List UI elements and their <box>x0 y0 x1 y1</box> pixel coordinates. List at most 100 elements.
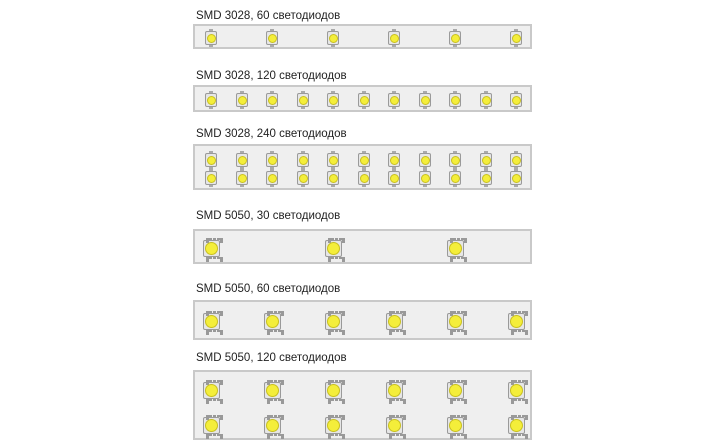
led-emitter <box>204 383 218 397</box>
led-emitter <box>390 96 399 105</box>
smd-led <box>327 29 339 47</box>
led-emitter <box>448 314 462 328</box>
smd-led <box>385 310 406 332</box>
led-strip-5050 <box>193 370 532 440</box>
led-emitter <box>207 34 216 43</box>
led-emitter <box>512 34 521 43</box>
smd-led <box>418 169 431 187</box>
led-emitter <box>448 241 462 255</box>
led-emitter <box>329 174 338 183</box>
smd-led <box>418 91 431 109</box>
led-emitter <box>207 96 216 105</box>
led-emitter <box>387 314 401 328</box>
led-emitter <box>359 156 369 165</box>
smd-led <box>202 237 223 259</box>
led-emitter <box>420 156 430 165</box>
led-emitter <box>329 34 338 43</box>
led-emitter <box>326 314 340 328</box>
led-emitter <box>329 156 338 165</box>
smd-led <box>507 310 528 332</box>
smd-led <box>510 91 522 109</box>
strip-label: SMD 5050, 60 светодиодов <box>196 283 341 295</box>
led-emitter <box>390 156 399 165</box>
smd-led <box>296 91 309 109</box>
smd-led <box>263 414 284 436</box>
led-emitter <box>390 34 399 43</box>
led-emitter <box>298 156 308 165</box>
smd-led <box>510 29 522 47</box>
led-emitter <box>448 418 462 432</box>
led-emitter <box>204 314 218 328</box>
smd-led <box>449 91 461 109</box>
strip-label: SMD 3028, 120 светодиодов <box>196 70 347 82</box>
led-emitter <box>268 174 277 183</box>
smd-led <box>388 91 400 109</box>
smd-led <box>266 91 278 109</box>
smd-led <box>507 414 528 436</box>
smd-led <box>205 91 217 109</box>
led-emitter <box>448 383 462 397</box>
smd-led <box>266 29 278 47</box>
led-strip-3028 <box>193 85 532 112</box>
smd-led <box>446 237 467 259</box>
smd-led <box>266 169 278 187</box>
smd-led <box>263 379 284 401</box>
led-emitter <box>207 174 216 183</box>
led-emitter <box>451 156 460 165</box>
led-emitter <box>268 34 277 43</box>
led-emitter <box>265 418 279 432</box>
led-emitter <box>451 174 460 183</box>
led-emitter <box>326 418 340 432</box>
led-emitter <box>451 96 460 105</box>
led-emitter <box>268 96 277 105</box>
smd-led <box>388 29 400 47</box>
smd-led <box>388 151 400 169</box>
smd-led <box>202 310 223 332</box>
smd-led <box>324 379 345 401</box>
smd-led <box>327 169 339 187</box>
led-emitter <box>237 96 247 105</box>
led-emitter <box>265 314 279 328</box>
smd-led <box>296 151 309 169</box>
strip-label: SMD 3028, 60 светодиодов <box>196 10 341 22</box>
smd-led <box>327 91 339 109</box>
led-emitter <box>420 96 430 105</box>
smd-led <box>357 151 370 169</box>
led-strip-3028 <box>193 144 532 190</box>
smd-led <box>446 310 467 332</box>
smd-led <box>202 379 223 401</box>
led-emitter <box>451 34 460 43</box>
smd-led <box>235 169 248 187</box>
led-emitter <box>326 383 340 397</box>
smd-led <box>205 29 217 47</box>
led-emitter <box>481 156 491 165</box>
smd-led <box>385 414 406 436</box>
led-emitter <box>509 314 523 328</box>
led-emitter <box>237 156 247 165</box>
smd-led <box>235 91 248 109</box>
led-emitter <box>481 174 491 183</box>
led-emitter <box>509 383 523 397</box>
smd-led <box>446 414 467 436</box>
smd-led <box>266 151 278 169</box>
smd-led <box>205 151 217 169</box>
led-emitter <box>512 156 521 165</box>
led-emitter <box>512 174 521 183</box>
led-emitter <box>509 418 523 432</box>
led-emitter <box>329 96 338 105</box>
led-emitter <box>207 156 216 165</box>
led-strip-5050 <box>193 229 532 264</box>
led-emitter <box>512 96 521 105</box>
led-emitter <box>268 156 277 165</box>
smd-led <box>446 379 467 401</box>
led-emitter <box>237 174 247 183</box>
led-emitter <box>359 96 369 105</box>
led-strip-5050 <box>193 300 532 340</box>
led-emitter <box>420 174 430 183</box>
led-emitter <box>481 96 491 105</box>
smd-led <box>327 151 339 169</box>
smd-led <box>324 414 345 436</box>
smd-led <box>263 310 284 332</box>
strip-label: SMD 3028, 240 светодиодов <box>196 128 347 140</box>
smd-led <box>324 237 345 259</box>
